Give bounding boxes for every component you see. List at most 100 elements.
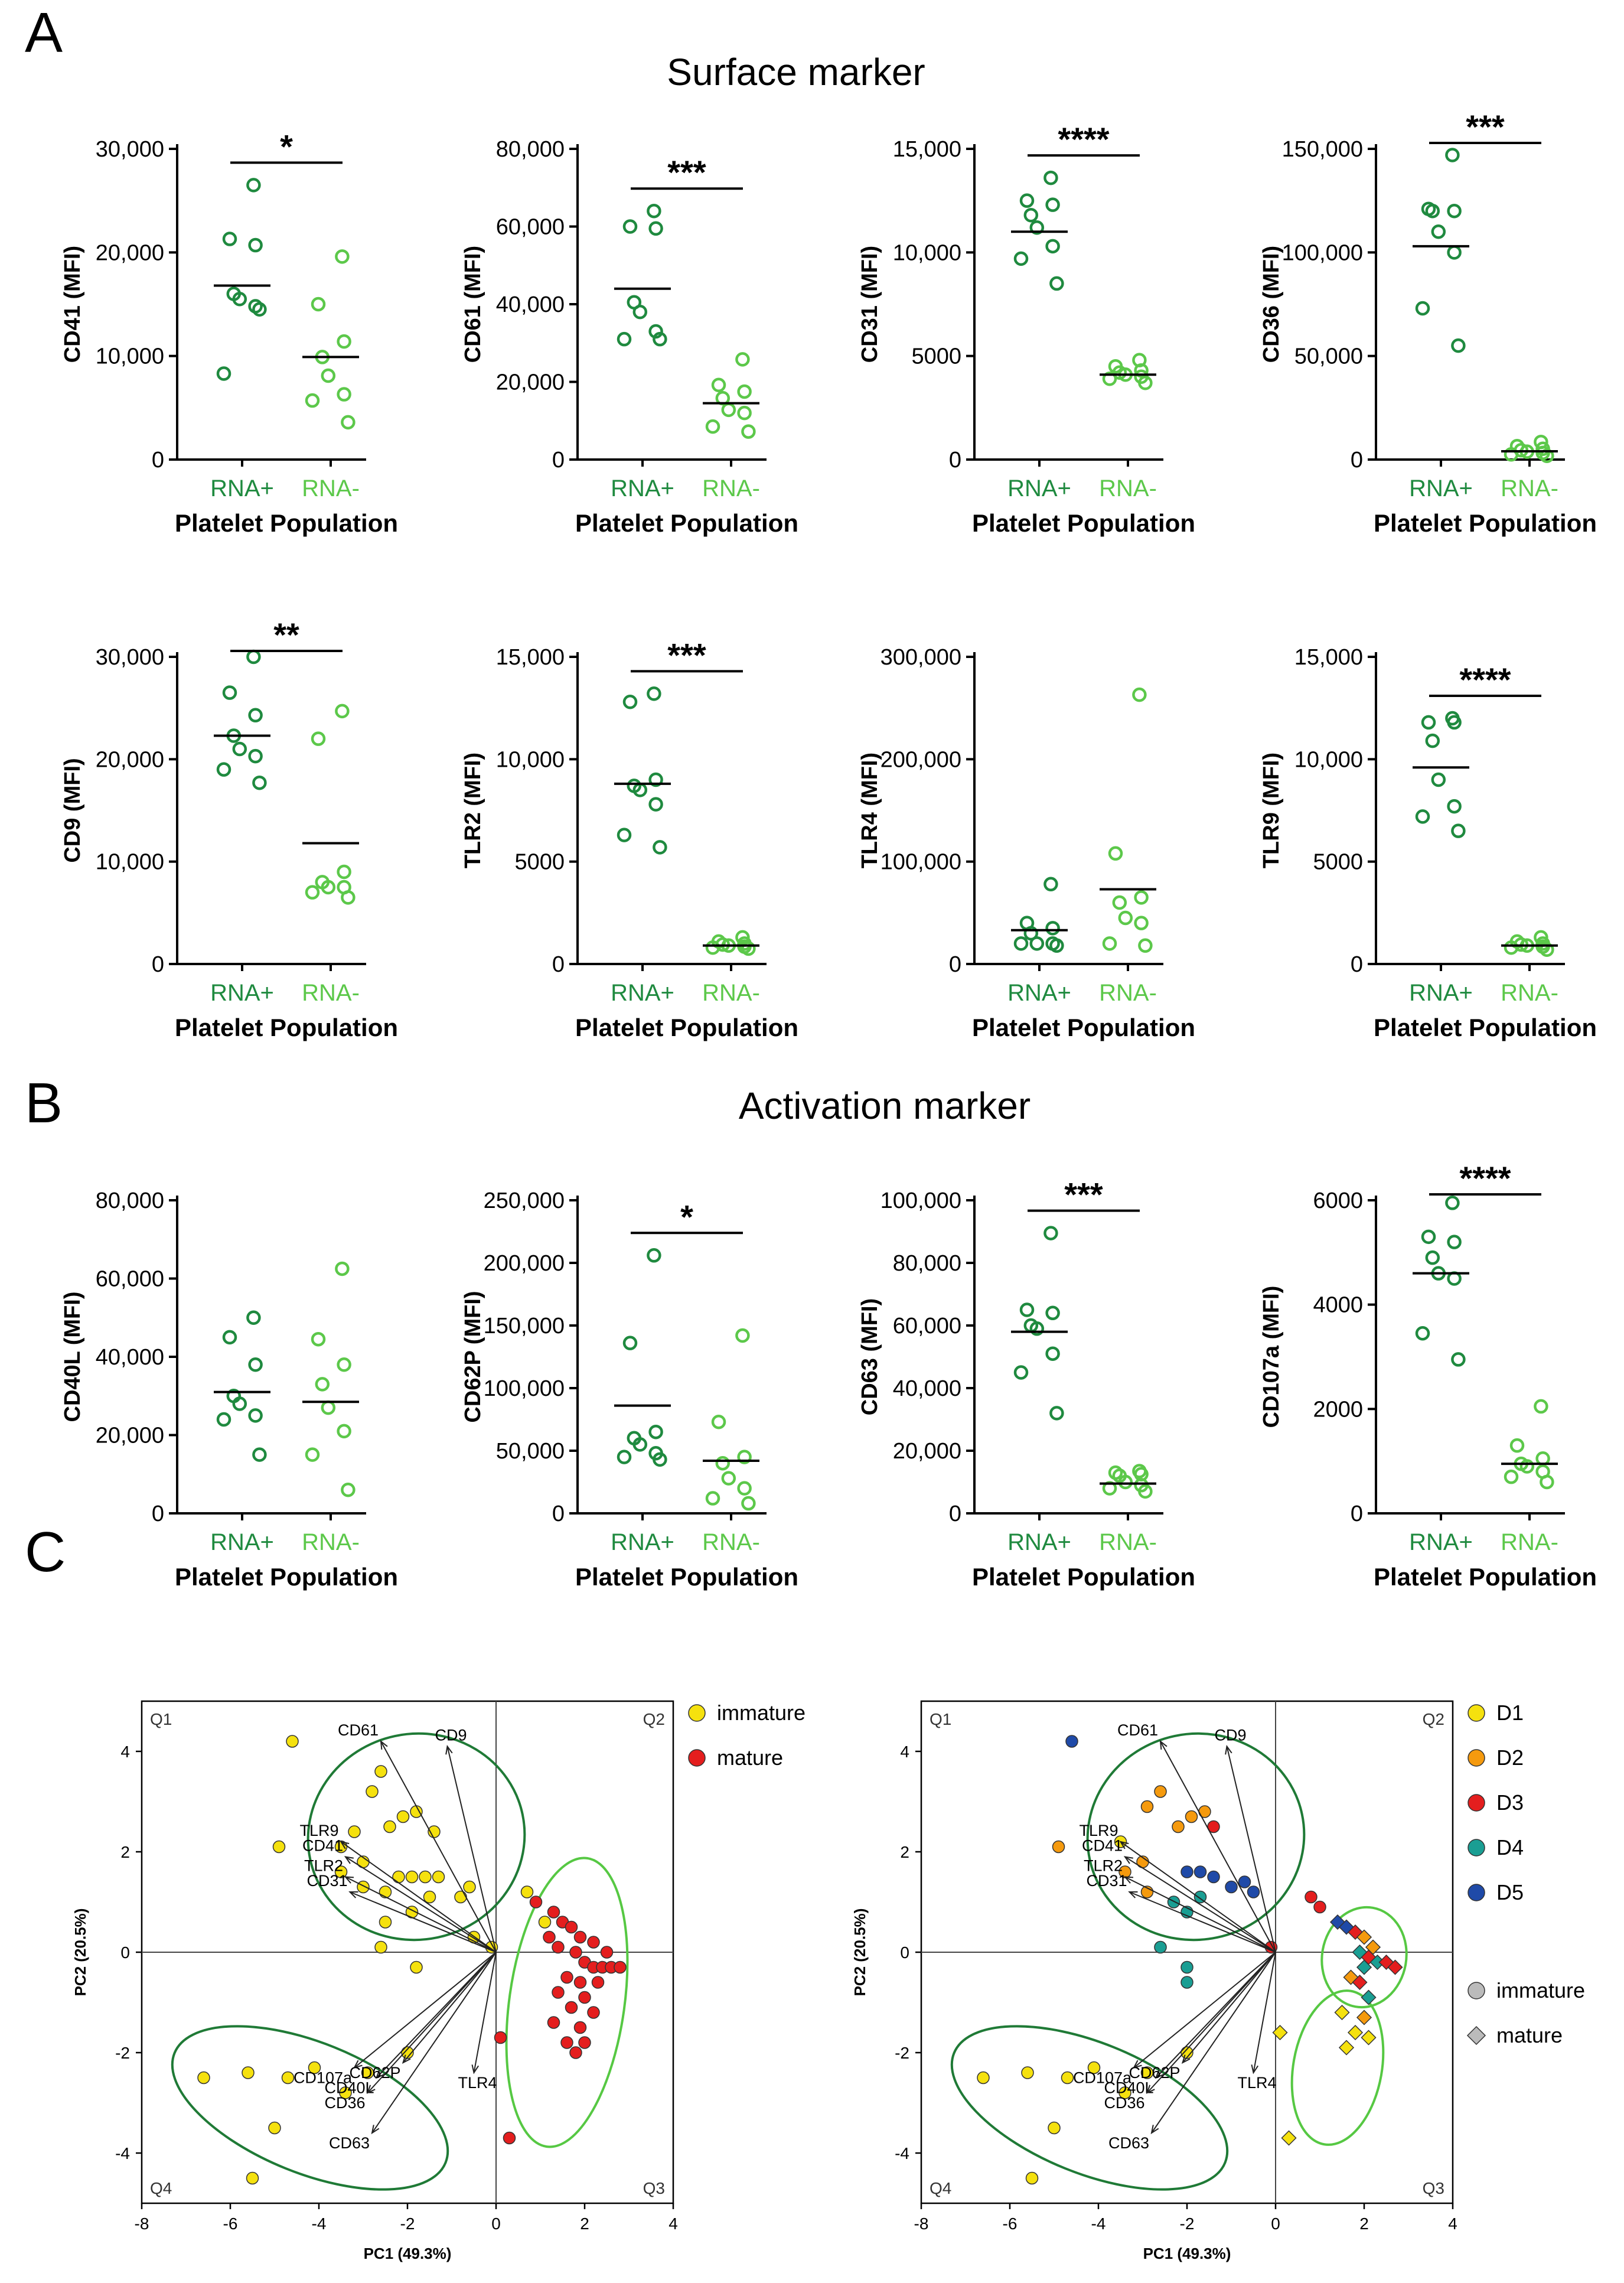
data-point <box>1451 823 1466 838</box>
pca-point <box>410 1805 423 1818</box>
data-point <box>341 890 356 905</box>
data-point <box>617 828 632 842</box>
pca-point <box>454 1890 467 1904</box>
y-tick-label: 15,000 <box>893 137 961 162</box>
x-tick-label: -2 <box>1180 2214 1195 2233</box>
pca-point <box>1193 1890 1207 1904</box>
y-tick-label: 0 <box>152 1502 164 1526</box>
y-tick-label: 10,000 <box>96 850 164 875</box>
legend-label: immature <box>1496 1978 1585 2002</box>
x-axis-label: Platelet Population <box>1374 1014 1597 1041</box>
strip-chart-cd62p: 0 50,000 100,000 150,000 200,000 250,000 CD62P… <box>461 1188 798 1591</box>
loading-arrow <box>1124 1856 1276 1953</box>
loading-arrow <box>1226 1746 1276 1953</box>
y-axis-label: TLR9 (MFI) <box>1259 753 1284 868</box>
y-tick-label: 4000 <box>1313 1293 1363 1318</box>
pca-point <box>281 2071 295 2085</box>
data-point <box>647 1248 661 1263</box>
pca-point <box>348 1825 361 1838</box>
loading-label: CD107a <box>1073 2069 1132 2087</box>
data-point <box>1023 207 1039 223</box>
pca-point <box>1247 1885 1260 1898</box>
loading-arrowhead <box>1251 2064 1259 2074</box>
y-tick-label: 30,000 <box>96 137 164 162</box>
data-point <box>1043 877 1058 892</box>
data-point <box>653 840 667 855</box>
loading-label: CD9 <box>435 1727 467 1744</box>
y-axis-label: CD61 (MFI) <box>461 246 485 363</box>
pca-point <box>614 1960 627 1974</box>
x-tick-label: RNA+ <box>1409 1529 1473 1555</box>
data-point <box>653 1452 667 1467</box>
x-tick-label: RNA+ <box>210 1529 274 1555</box>
x-tick-label: RNA- <box>302 1529 360 1555</box>
data-point <box>741 424 756 439</box>
loading-arrowhead <box>402 2054 411 2064</box>
data-point <box>1504 1469 1519 1484</box>
pca-point <box>1048 2121 1061 2135</box>
y-tick-label: 80,000 <box>96 1188 164 1213</box>
data-point <box>1138 376 1153 390</box>
data-point <box>305 393 320 408</box>
data-point <box>248 1408 263 1423</box>
loading-label: TLR2 <box>1084 1857 1123 1875</box>
cluster-ellipse <box>171 2025 449 2191</box>
pca-point <box>591 1976 605 1989</box>
x-tick-label: RNA+ <box>1409 476 1473 501</box>
data-point <box>1447 245 1462 260</box>
data-point <box>648 1424 663 1440</box>
loading-arrow <box>1160 1741 1276 1953</box>
pca-point-mature <box>1347 2024 1364 2041</box>
panel-label-a: A <box>25 1 63 64</box>
y-tick-label: 2 <box>900 1843 909 1861</box>
y-axis-label: PC2 (20.5%) <box>851 1909 869 1997</box>
legend-label: D3 <box>1496 1790 1524 1815</box>
y-tick-label: -4 <box>115 2144 130 2163</box>
data-point <box>1425 1250 1440 1265</box>
data-point <box>305 885 320 900</box>
data-point <box>737 405 752 421</box>
data-point <box>737 384 752 399</box>
pca-point <box>357 1880 370 1894</box>
data-point <box>1504 447 1519 462</box>
pca-point <box>379 1885 392 1898</box>
pca-point <box>1225 1880 1238 1894</box>
loading-arrow <box>473 1952 497 2073</box>
pca-point <box>246 2171 259 2185</box>
pca-point <box>396 1810 410 1823</box>
pca-point <box>366 1785 379 1798</box>
legend-label: D5 <box>1496 1880 1524 1904</box>
loading-arrow <box>380 1741 497 1953</box>
pca-point <box>242 2066 255 2079</box>
data-point <box>248 708 263 723</box>
data-point <box>737 1481 752 1496</box>
pca-point <box>1185 1810 1198 1823</box>
x-tick-label: -8 <box>914 2214 929 2233</box>
x-axis-label: PC1 (49.3%) <box>1143 2245 1231 2262</box>
y-tick-label: 10,000 <box>1294 747 1363 772</box>
data-point <box>315 1377 330 1392</box>
data-point <box>1043 170 1058 185</box>
data-point <box>1540 942 1554 957</box>
loading-label: CD62P <box>349 2064 400 2082</box>
significance-label: * <box>680 1198 693 1235</box>
data-point <box>321 880 336 895</box>
y-tick-label: 200,000 <box>881 747 961 772</box>
loading-label: CD63 <box>329 2134 370 2152</box>
data-point <box>252 302 267 317</box>
pca-point <box>578 1991 591 2004</box>
pca-point <box>587 2006 600 2019</box>
pca-point <box>565 1920 578 1934</box>
pca-point <box>374 1940 387 1954</box>
loading-arrowhead <box>353 2060 363 2069</box>
pca-point <box>578 2036 591 2049</box>
loading-label: CD62P <box>1129 2064 1180 2082</box>
pca-point <box>547 1906 560 1919</box>
y-tick-label: 15,000 <box>1294 645 1363 670</box>
x-tick-label: 2 <box>580 2214 589 2233</box>
data-point <box>321 1400 336 1415</box>
loading-arrow <box>376 1952 497 2079</box>
section-title-surface: Surface marker <box>667 51 925 93</box>
quadrant-label: Q2 <box>643 1710 665 1728</box>
significance-label: **** <box>1459 661 1511 698</box>
